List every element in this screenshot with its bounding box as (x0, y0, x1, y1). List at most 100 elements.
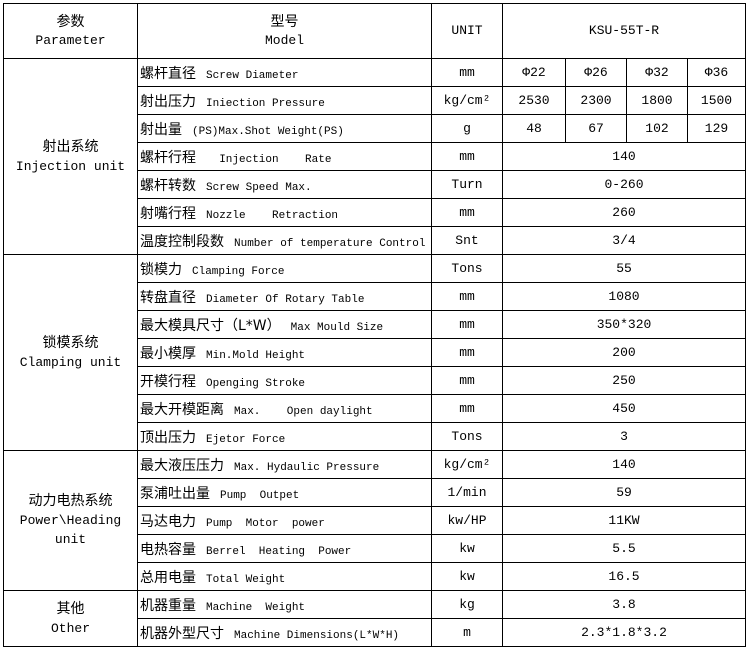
parameter-cn: 最大液压压力 (140, 457, 224, 474)
parameter-cn: 锁模力 (140, 261, 182, 278)
parameter-name: 最大开模距离 Max. Open daylight (137, 394, 432, 423)
parameter-cn: 电热容量 (140, 541, 196, 558)
value-cell: 102 (626, 114, 688, 143)
parameter-en: Machine Dimensions(L*W*H) (234, 629, 400, 642)
unit-cell: mm (431, 310, 503, 339)
parameter-name: 最小模厚 Min.Mold Height (137, 338, 432, 367)
value-cell: 5.5 (502, 534, 746, 563)
unit-cell: mm (431, 338, 503, 367)
value-cell: 16.5 (502, 562, 746, 591)
parameter-en: Machine Weight (206, 601, 306, 614)
value-cell: 140 (502, 450, 746, 479)
group-label: 锁模系统 Clamping unit (3, 254, 138, 451)
unit-cell: g (431, 114, 503, 143)
table-row: 其他 Other 机器重量 Machine Weight kg 3.8 (3, 590, 746, 647)
parameter-name: 螺杆转数 Screw Speed Max. (137, 170, 432, 199)
parameter-en: Pump Motor power (206, 517, 325, 530)
parameter-cn: 螺杆转数 (140, 177, 196, 194)
value-cell: 200 (502, 338, 746, 367)
parameter-en: Screw Diameter (206, 69, 299, 82)
group-label-en: Clamping unit (19, 354, 122, 370)
value-cell: 3.8 (502, 590, 746, 619)
unit-cell: mm (431, 198, 503, 227)
parameter-name: 电热容量 Berrel Heating Power (137, 534, 432, 563)
header-model: 型号 Model (137, 3, 432, 59)
parameter-cn: 螺杆直径 (140, 65, 196, 82)
parameter-cn: 射嘴行程 (140, 205, 196, 222)
value-cell: 260 (502, 198, 746, 227)
parameter-name: 机器重量 Machine Weight (137, 590, 432, 619)
parameter-name: 机器外型尺寸 Machine Dimensions(L*W*H) (137, 618, 432, 647)
value-cell: 1800 (626, 86, 688, 115)
parameter-en: Number of temperature Control (234, 237, 426, 250)
spec-table: 参数 Parameter 型号 Model UNIT KSU-55T-R 射出系统 I… (3, 3, 746, 647)
parameter-cn: 最大模具尺寸（L*W） (140, 317, 281, 334)
unit-cell: Tons (431, 254, 503, 283)
parameter-cn: 机器重量 (140, 597, 196, 614)
unit-cell: Tons (431, 422, 503, 451)
parameter-name: 射出量 (PS)Max.Shot Weight(PS) (137, 114, 432, 143)
table-row: 温度控制段数 Number of temperature Control Snt 3/… (4, 226, 746, 255)
parameter-cn: 最大开模距离 (140, 401, 224, 418)
parameter-en: Screw Speed Max. (206, 181, 312, 194)
unit-cell: Snt (431, 226, 503, 255)
parameter-cn: 开模行程 (140, 373, 196, 390)
group-label-cn: 其他 (56, 600, 85, 617)
parameter-cn: 总用电量 (140, 569, 196, 586)
table-row: 开模行程 Openging Stroke mm 250 (4, 366, 746, 395)
value-cell: 3/4 (502, 226, 746, 255)
parameter-name: 总用电量 Total Weight (137, 562, 432, 591)
parameter-en: Max. Hydaulic Pressure (234, 461, 380, 474)
table-row: 射出压力 Iniection Pressure kg/cm² 2530 2300 1800… (4, 86, 746, 115)
parameter-name: 马达电力 Pump Motor power (137, 506, 432, 535)
unit-cell: mm (431, 58, 503, 87)
parameter-name: 顶出压力 Ejetor Force (137, 422, 432, 451)
header-row: 参数 Parameter 型号 Model UNIT KSU-55T-R (3, 3, 746, 59)
parameter-cn: 螺杆行程 (140, 149, 196, 166)
parameter-name: 射嘴行程 Nozzle Retraction (137, 198, 432, 227)
header-parameter: 参数 Parameter (3, 3, 138, 59)
unit-cell: mm (431, 394, 503, 423)
parameter-name: 最大液压压力 Max. Hydaulic Pressure (137, 450, 432, 479)
group-label-en: Power\Heading unit (19, 513, 122, 547)
table-row: 最大模具尺寸（L*W） Max Mould Size mm 350*320 (4, 310, 746, 339)
table-row: 最小模厚 Min.Mold Height mm 200 (4, 338, 746, 367)
value-cell: 59 (502, 478, 746, 507)
table-row: 锁模系统 Clamping unit 锁模力 Clamping Force Tons 55 (3, 254, 746, 451)
header-parameter-en: Parameter (35, 32, 106, 48)
parameter-name: 射出压力 Iniection Pressure (137, 86, 432, 115)
parameter-en: Openging Stroke (206, 377, 306, 390)
table-row: 转盘直径 Diameter Of Rotary Table mm 1080 (4, 282, 746, 311)
table-row: 总用电量 Total Weight kw 16.5 (4, 562, 746, 591)
header-model-cn: 型号 (270, 13, 299, 30)
table-row: 泵浦吐出量 Pump Outpet 1/min 59 (4, 478, 746, 507)
value-cell: 55 (502, 254, 746, 283)
parameter-en: Max. Open daylight (234, 405, 373, 418)
unit-cell: kg/cm² (431, 450, 503, 479)
group-label: 动力电热系统 Power\Heading unit (3, 450, 138, 591)
parameter-name: 泵浦吐出量 Pump Outpet (137, 478, 432, 507)
parameter-en: Max Mould Size (290, 321, 384, 334)
group-label: 其他 Other (3, 590, 138, 647)
unit-cell: kw (431, 534, 503, 563)
value-cell: 1500 (687, 86, 746, 115)
table-row: 机器外型尺寸 Machine Dimensions(L*W*H) m 2.3*1.8*… (4, 618, 746, 647)
value-cell: 3 (502, 422, 746, 451)
group-label-cn: 动力电热系统 (28, 493, 113, 509)
parameter-cn: 泵浦吐出量 (140, 485, 210, 502)
value-cell: Φ26 (565, 58, 627, 87)
parameter-name: 转盘直径 Diameter Of Rotary Table (137, 282, 432, 311)
header-unit: UNIT (431, 3, 503, 59)
unit-cell: mm (431, 142, 503, 171)
value-cell: Φ32 (626, 58, 688, 87)
unit-cell: Turn (431, 170, 503, 199)
table-row: 马达电力 Pump Motor power kw/HP 11KW (4, 506, 746, 535)
parameter-en: Clamping Force (192, 265, 285, 278)
header-model-value: KSU-55T-R (502, 3, 746, 59)
parameter-en: Diameter Of Rotary Table (206, 293, 365, 306)
parameter-cn: 顶出压力 (140, 429, 196, 446)
parameter-name: 开模行程 Openging Stroke (137, 366, 432, 395)
parameter-name: 最大模具尺寸（L*W） Max Mould Size (137, 310, 432, 339)
header-parameter-cn: 参数 (56, 13, 85, 30)
group-label: 射出系统 Injection unit (3, 58, 138, 255)
